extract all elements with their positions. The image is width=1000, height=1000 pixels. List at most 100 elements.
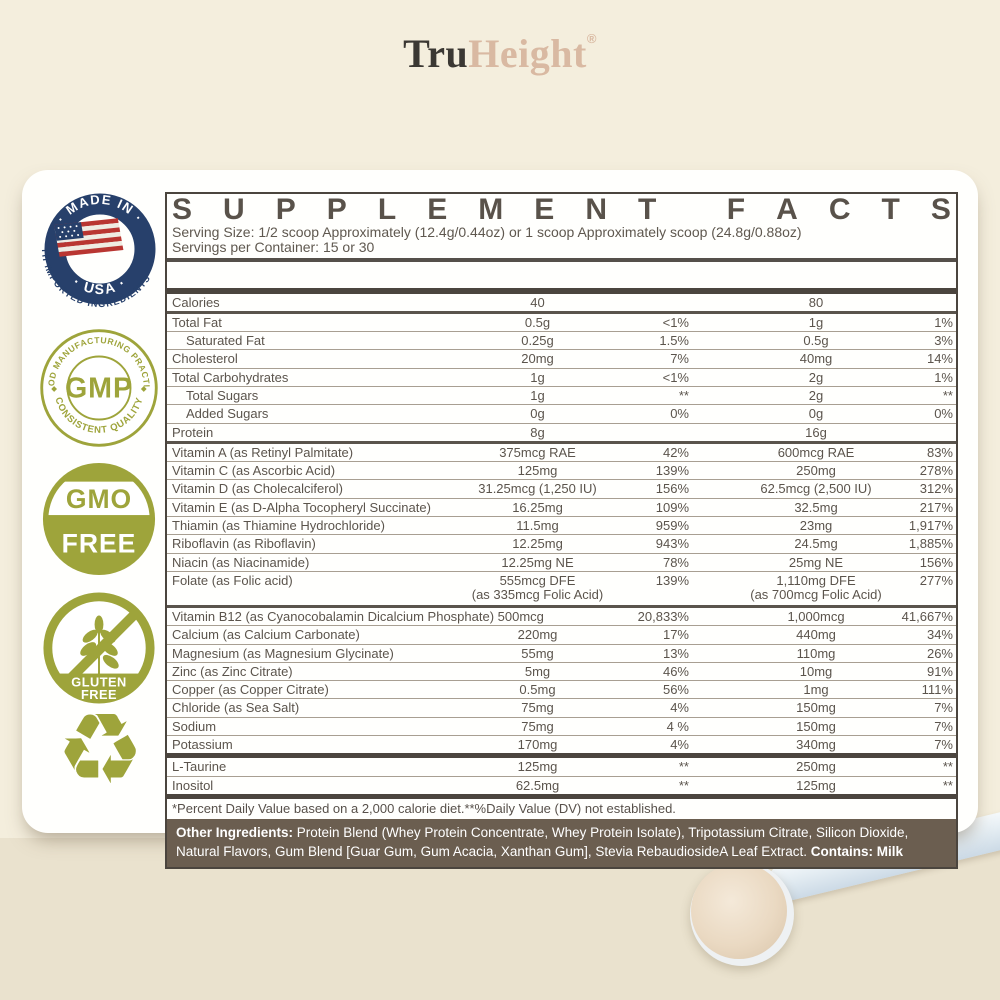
dv-full-scoop: ** [942, 387, 953, 403]
row-label: Total Carbohydrates [172, 369, 289, 385]
dv-full-scoop: 156% [919, 554, 953, 570]
row-label: Saturated Fat [186, 333, 265, 349]
table-row: Vitamin D (as Cholecalciferol) 31.25mcg (… [167, 480, 956, 499]
scoop-bowl [690, 862, 794, 966]
row-label: Potassium [172, 737, 233, 753]
table-row: Copper (as Copper Citrate) 0.5mg 56% 1mg 111… [167, 681, 956, 700]
serving-size-line: Serving Size: 1/2 scoop Approximately (1… [172, 224, 802, 240]
table-row: Niacin (as Niacinamide) 12.25mg NE 78% 25mg… [167, 554, 956, 572]
table-row: Inositol 62.5mg ** 125mg ** [167, 777, 956, 799]
dv-full-scoop: 41,667% [901, 608, 953, 624]
gmo-free-badge: GMO FREE [42, 462, 156, 576]
amount-half-scoop: 170mg [517, 737, 558, 753]
dv-full-scoop: 83% [926, 444, 953, 460]
dv-full-scoop: 91% [926, 663, 953, 679]
dv-half-scoop: 7% [670, 351, 689, 367]
row-label: Vitamin A (as Retinyl Palmitate) [172, 444, 354, 460]
table-row: Calories 40 80 [167, 294, 956, 314]
amount-full-scoop: 250mg [796, 759, 836, 775]
amount-full-scoop: 440mg [796, 627, 836, 643]
table-row: Total Carbohydrates 1g <1% 2g 1% [167, 369, 956, 387]
dv-full-scoop: 278% [919, 463, 953, 479]
row-label: Total Sugars [186, 387, 259, 403]
table-row: Vitamin A (as Retinyl Palmitate) 375mcg R… [167, 444, 956, 463]
dv-full-scoop: 217% [919, 499, 953, 515]
table-row: Cholesterol 20mg 7% 40mg 14% [167, 350, 956, 369]
dv-full-scoop: 7% [934, 700, 953, 716]
row-label: Calcium (as Calcium Carbonate) [172, 627, 360, 643]
amount-half-scoop: 75mg [521, 718, 554, 734]
gmp-diamond-right: ◆ [141, 384, 148, 393]
amount-full-scoop: 110mg [796, 645, 836, 661]
powder-scoop [691, 863, 787, 959]
brand-logo-tru: Tru [403, 31, 469, 76]
amount-half-scoop: 1g [530, 369, 545, 385]
amount-full-scoop: 24.5mg [794, 536, 838, 552]
row-label: Vitamin E (as D-Alpha Tocopheryl Succina… [172, 499, 431, 515]
table-row: Zinc (as Zinc Citrate) 5mg 46% 10mg 91% [167, 663, 956, 682]
dv-half-scoop: ** [678, 387, 689, 403]
amount-half-scoop: 31.25mcg (1,250 IU) [478, 481, 597, 497]
row-label: Zinc (as Zinc Citrate) [172, 663, 293, 679]
dv-half-scoop: 46% [662, 663, 689, 679]
amount-full-scoop: 150mg [796, 718, 836, 734]
row-label: Vitamin B12 (as Cyanocobalamin Dicalcium… [172, 608, 544, 624]
dv-half-scoop: 959% [655, 518, 689, 534]
amount-half-scoop: 0g [530, 406, 545, 422]
amount-half-scoop: 125mg [517, 759, 558, 775]
amount-half-scoop: 1g [530, 387, 545, 403]
usa-flag-icon [53, 218, 124, 257]
table-row: Saturated Fat 0.25g 1.5% 0.5g 3% [167, 332, 956, 351]
table-row: Total Fat 0.5g <1% 1g 1% [167, 314, 956, 333]
dv-half-scoop: 42% [662, 444, 689, 460]
amount-half-scoop: 75mg [521, 700, 554, 716]
row-label: Niacin (as Niacinamide) [172, 554, 310, 570]
amount-full-scoop: 2g [808, 387, 824, 403]
gluten-free-badge: GLUTEN FREE [43, 592, 155, 704]
dv-half-scoop: 20,833% [637, 608, 689, 624]
row-label: Protein [172, 424, 214, 440]
dv-half-scoop: 4% [670, 737, 689, 753]
supplement-label-card: · MADE IN · · USA · WITH IMPORTED INGRED… [22, 170, 978, 869]
row-label: Magnesium (as Magnesium Glycinate) [172, 645, 394, 661]
dv-half-scoop: 56% [662, 682, 689, 698]
amount-full-scoop: 10mg [799, 663, 833, 679]
amount-half-scoop: 5mg [524, 663, 551, 679]
dv-full-scoop: 3% [934, 333, 953, 349]
row-label: Total Fat [172, 314, 222, 330]
dv-half-scoop: ** [678, 777, 689, 793]
amount-full-scoop: 250mg [796, 463, 836, 479]
table-row: Total Sugars 1g ** 2g ** [167, 387, 956, 406]
dv-half-scoop: 139% [655, 572, 689, 588]
amount-half-scoop: 8g [530, 424, 545, 440]
table-row: Folate (as Folic acid) 555mcg DFE (as 335m… [167, 572, 956, 608]
amount-full-scoop: 340mg [796, 737, 836, 753]
amount-full-scoop: 0g [808, 406, 824, 422]
other-ingredients-bar: Other Ingredients: Protein Blend (Whey P… [167, 818, 956, 867]
dv-full-scoop: 0% [934, 406, 953, 422]
brand-logo-height: Height [468, 31, 587, 76]
dv-full-scoop: 7% [934, 718, 953, 734]
amount-half-scoop: 125mg [517, 463, 558, 479]
table-row: Sodium 75mg 4 % 150mg 7% [167, 718, 956, 737]
amount-full-scoop: 1mg [803, 682, 829, 698]
dv-full-scoop: 26% [926, 645, 953, 661]
table-row: L-Taurine 125mg ** 250mg ** [167, 758, 956, 777]
daily-value-footnote: *Percent Daily Value based on a 2,000 ca… [172, 800, 676, 816]
amount-full-scoop: 40mg [799, 351, 833, 367]
amount-half-scoop: 62.5mg [515, 777, 560, 793]
amount-half-scoop: 375mcg RAE [499, 444, 576, 460]
dv-half-scoop: 4 % [666, 718, 689, 734]
table-row: Protein 8g 16g [167, 424, 956, 444]
dv-half-scoop: <1% [662, 314, 689, 330]
amount-half-scoop: 11.5mg [516, 518, 559, 534]
contains-label: Contains: Milk [810, 843, 904, 859]
table-row: Riboflavin (as Riboflavin) 12.25mg 943% 24.… [167, 535, 956, 554]
row-label: Inositol [172, 777, 214, 793]
dv-full-scoop: 7% [934, 737, 953, 753]
amount-full-scoop: 25mg NE [788, 554, 844, 570]
gmo-text: GMO [66, 484, 132, 514]
table-row: Vitamin C (as Ascorbic Acid) 125mg 139% 250… [167, 462, 956, 481]
